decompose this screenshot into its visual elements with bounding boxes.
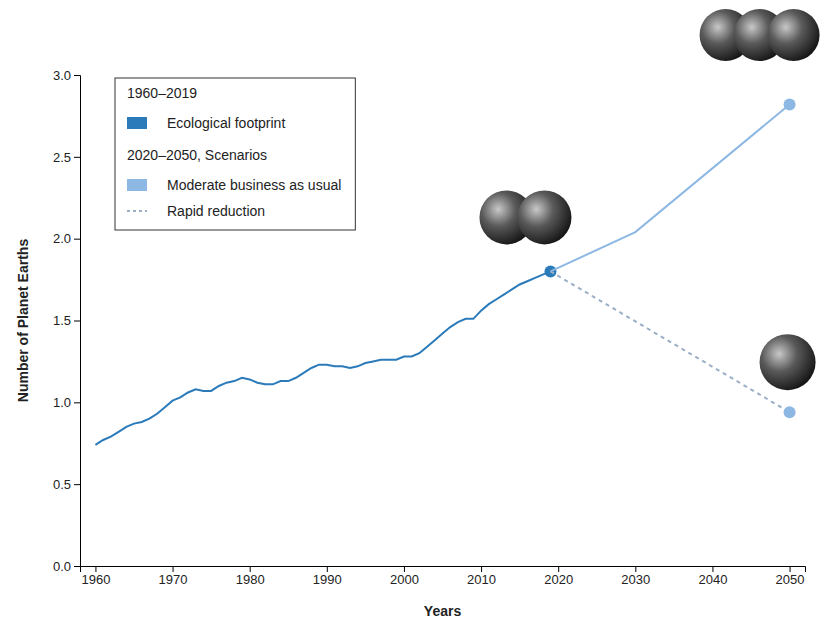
y-tick: 1.0	[53, 395, 80, 410]
y-tick-label: 1.0	[53, 395, 71, 410]
y-axis-title: Number of Planet Earths	[15, 239, 31, 403]
x-tick-mark	[481, 566, 482, 572]
x-tick-label: 1980	[236, 572, 265, 587]
x-tick-label: 2050	[776, 572, 805, 587]
y-tick-label: 0.0	[53, 559, 71, 574]
y-tick-mark	[74, 566, 80, 567]
globe	[517, 190, 571, 244]
x-tick: 2000	[390, 566, 419, 587]
series-line	[95, 271, 550, 444]
globe	[768, 9, 820, 61]
y-tick-label: 2.5	[53, 149, 71, 164]
y-tick: 3.0	[53, 68, 80, 83]
legend-label: Ecological footprint	[167, 115, 285, 131]
x-axis: 1960 1970 1980 1990 2000 2010 2020 2030 2040 2050	[81, 566, 806, 587]
x-tick: 2030	[621, 566, 650, 587]
y-tick-label: 0.5	[53, 477, 71, 492]
y-tick-mark	[74, 239, 80, 240]
x-tick-label: 2040	[698, 572, 727, 587]
y-tick: 0.5	[53, 477, 80, 492]
series-line	[550, 271, 789, 412]
x-tick-mark	[635, 566, 636, 572]
x-tick: 1960	[81, 566, 110, 587]
legend-box	[115, 78, 355, 230]
x-tick-mark	[250, 566, 251, 572]
y-tick: 0.0	[53, 559, 80, 574]
x-tick-label: 2030	[621, 572, 650, 587]
end-marker	[544, 265, 556, 277]
y-tick-label: 1.5	[53, 313, 71, 328]
y-tick-mark	[74, 402, 80, 403]
x-axis-line	[81, 567, 806, 573]
legend-swatch	[127, 117, 147, 129]
x-tick-label: 2010	[467, 572, 496, 587]
chart: 1960 1970 1980 1990 2000 2010 2020 2030 2040 2050…	[0, 0, 836, 630]
x-tick-mark	[173, 566, 174, 572]
series-line	[550, 104, 789, 271]
y-axis: 0.0 0.5 1.0 1.5 2.0 2.5 3.0	[53, 68, 81, 574]
y-tick-label: 2.0	[53, 231, 71, 246]
y-tick-mark	[74, 75, 80, 76]
x-tick-label: 1990	[313, 572, 342, 587]
x-tick-label: 1970	[159, 572, 188, 587]
x-tick: 2050	[776, 566, 805, 587]
end-marker	[784, 406, 796, 418]
y-tick-label: 3.0	[53, 68, 71, 83]
plot: 1960 1970 1980 1990 2000 2010 2020 2030 2040 2050…	[15, 9, 820, 619]
legend-heading: 2020–2050, Scenarios	[127, 147, 267, 163]
legend: 1960–2019 Ecological footprint 2020–2050, …	[115, 78, 355, 230]
legend-heading: 1960–2019	[127, 85, 197, 101]
x-tick: 2020	[544, 566, 573, 587]
y-tick: 2.5	[53, 149, 80, 164]
x-tick-mark	[712, 566, 713, 572]
legend-swatch	[127, 179, 147, 191]
y-tick-mark	[74, 157, 80, 158]
y-tick: 1.5	[53, 313, 80, 328]
x-tick: 1990	[313, 566, 342, 587]
end-marker	[784, 98, 796, 110]
x-tick-mark	[404, 566, 405, 572]
x-tick-label: 2000	[390, 572, 419, 587]
x-tick: 1980	[236, 566, 265, 587]
series-group	[95, 98, 795, 444]
x-axis-title: Years	[424, 603, 462, 619]
globe	[760, 334, 816, 390]
globes	[479, 9, 819, 390]
legend-label: Rapid reduction	[167, 203, 265, 219]
x-tick-mark	[790, 566, 791, 572]
x-tick-mark	[95, 566, 96, 572]
y-tick-mark	[74, 484, 80, 485]
x-tick-mark	[558, 566, 559, 572]
y-tick: 2.0	[53, 231, 80, 246]
x-tick-mark	[327, 566, 328, 572]
x-tick: 2010	[467, 566, 496, 587]
legend-swatch	[127, 210, 147, 212]
y-axis-line	[74, 76, 81, 567]
x-tick-label: 1960	[81, 572, 110, 587]
legend-label: Moderate business as usual	[167, 177, 341, 193]
x-tick: 2040	[698, 566, 727, 587]
x-tick-label: 2020	[544, 572, 573, 587]
y-tick-mark	[74, 321, 80, 322]
x-tick: 1970	[159, 566, 188, 587]
